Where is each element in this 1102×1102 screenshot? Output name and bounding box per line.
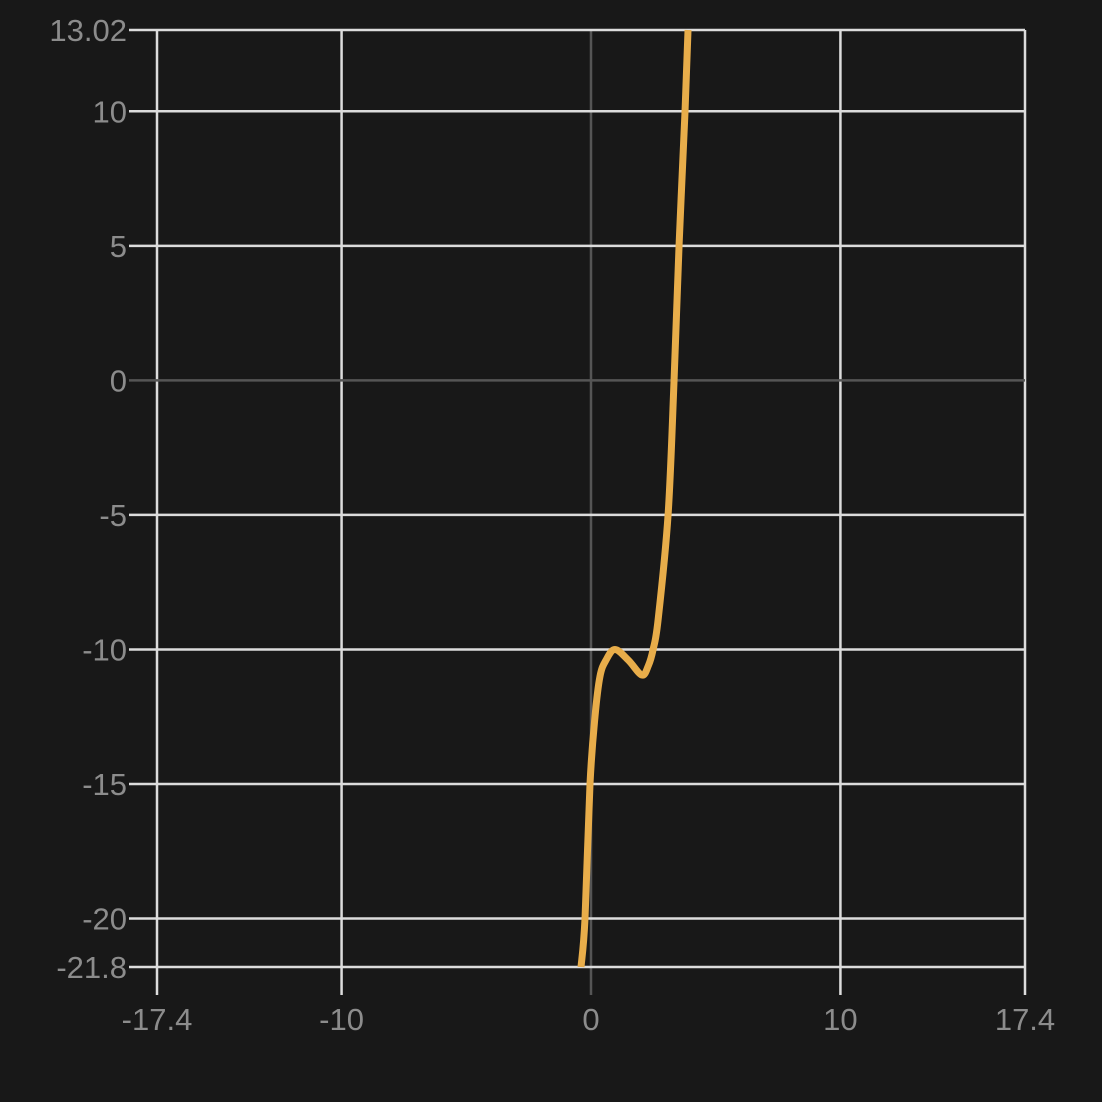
y-tick-label: -21.8: [56, 950, 127, 985]
x-tick-label: -10: [319, 1002, 364, 1037]
x-tick-label: -17.4: [122, 1002, 193, 1037]
y-tick-label: 10: [93, 94, 127, 129]
series-line: [577, 29, 692, 968]
x-tick-label: 10: [823, 1002, 857, 1037]
y-tick-label: 0: [110, 363, 127, 398]
y-tick-label: -20: [82, 902, 127, 937]
y-tick-label: -10: [82, 632, 127, 667]
x-tick-label: 17.4: [995, 1002, 1055, 1037]
y-tick-label: 5: [110, 229, 127, 264]
x-tick-label: 0: [582, 1002, 599, 1037]
y-tick-label: 13.02: [49, 13, 127, 48]
y-tick-label: -5: [99, 498, 127, 533]
y-tick-label: -15: [82, 767, 127, 802]
